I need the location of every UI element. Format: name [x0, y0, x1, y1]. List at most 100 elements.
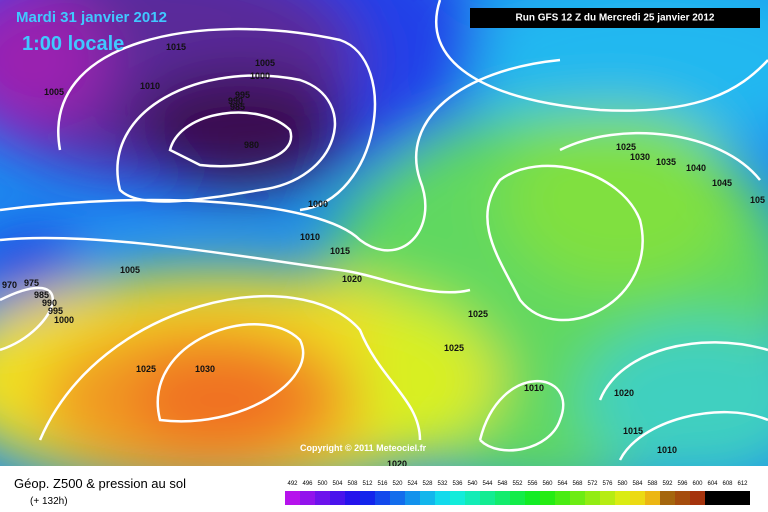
map-field: Copyright © 2011 Meteociel.fr 1015 1005 10…: [0, 0, 768, 469]
isobar-label: 1040: [686, 163, 706, 173]
scale-label: 588: [647, 481, 658, 487]
scale-swatch: [315, 491, 330, 505]
isobar-label: 1025: [468, 309, 488, 319]
scale-label: 528: [422, 481, 433, 487]
isobar-label: 1020: [342, 274, 362, 284]
scale-label: 532: [437, 481, 448, 487]
scale-swatch: [675, 491, 690, 505]
isobar-label: 1000: [54, 315, 74, 325]
scale-label: 540: [467, 481, 478, 487]
isobar-label: 990: [42, 298, 57, 308]
isobar-label: 1025: [444, 343, 464, 353]
scale-label: 552: [512, 481, 523, 487]
isobar-label: 980: [244, 140, 259, 150]
legend-title: Géop. Z500 & pression au sol: [14, 476, 186, 491]
isobar-label: 1010: [300, 232, 320, 242]
scale-swatch: [525, 491, 540, 505]
isobar-label: 995: [48, 306, 63, 316]
scale-label: 576: [602, 481, 613, 487]
isobar-label: 1005: [120, 265, 140, 275]
scale-label: 612: [737, 481, 748, 487]
scale-swatch: [690, 491, 705, 505]
scale-swatch: [570, 491, 585, 505]
scale-swatch: [600, 491, 615, 505]
scale-label: 516: [377, 481, 388, 487]
scale-swatch: [645, 491, 660, 505]
scale-label: 580: [617, 481, 628, 487]
isobar-label: 1005: [44, 87, 64, 97]
scale-swatch: [390, 491, 405, 505]
scale-label: 544: [482, 481, 493, 487]
scale-label: 508: [347, 481, 358, 487]
isobar-label: 1010: [657, 445, 677, 455]
isobar-label: 1045: [712, 178, 732, 188]
isobar-label: 1010: [140, 81, 160, 91]
scale-label: 512: [362, 481, 373, 487]
scale-label: 524: [407, 481, 418, 487]
scale-label: 536: [452, 481, 463, 487]
scale-swatch: [615, 491, 630, 505]
scale-label: 600: [692, 481, 703, 487]
lead-time: (+ 132h): [30, 496, 68, 507]
isobar-label: 1015: [166, 42, 186, 52]
scale-label: 556: [527, 481, 538, 487]
scale-label: 500: [317, 481, 328, 487]
isobar-label: 990: [228, 96, 243, 106]
scale-swatch: [465, 491, 480, 505]
scale-swatch: [375, 491, 390, 505]
scale-swatch: [510, 491, 525, 505]
scale-swatch: [420, 491, 435, 505]
scale-swatch: [435, 491, 450, 505]
scale-swatch: [660, 491, 675, 505]
scale-label: 548: [497, 481, 508, 487]
scale-swatch: [705, 491, 720, 505]
run-box: [470, 8, 760, 28]
scale-swatch: [330, 491, 345, 505]
scale-label: 492: [287, 481, 298, 487]
isobar-label: 975: [24, 278, 39, 288]
run-label: Run GFS 12 Z du Mercredi 25 janvier 2012: [516, 13, 715, 24]
scale-swatch: [555, 491, 570, 505]
scale-label: 564: [557, 481, 568, 487]
isobar-label: 1015: [330, 246, 350, 256]
scale-swatch: [585, 491, 600, 505]
isobar-label: 1030: [630, 152, 650, 162]
isobar-label: 105: [750, 195, 765, 205]
scale-swatch: [630, 491, 645, 505]
scale-swatch: [345, 491, 360, 505]
scale-swatch: [495, 491, 510, 505]
isobar-label: 1000: [250, 71, 270, 81]
scale-swatch: [735, 491, 750, 505]
isobar-label: 1020: [614, 388, 634, 398]
scale-label: 504: [332, 481, 343, 487]
isobar-label: 1025: [136, 364, 156, 374]
isobar-label: 1020: [387, 459, 407, 469]
isobar-label: 1035: [656, 157, 676, 167]
scale-label: 608: [722, 481, 733, 487]
scale-label: 572: [587, 481, 598, 487]
isobars: [0, 0, 768, 461]
isobar-label: 970: [2, 280, 17, 290]
scale-swatch: [285, 491, 300, 505]
scale-label: 520: [392, 481, 403, 487]
scale-swatch: [540, 491, 555, 505]
scale-swatch: [405, 491, 420, 505]
isobar-label: 985: [230, 102, 245, 112]
scale-swatch: [720, 491, 735, 505]
time-label: 1:00 locale: [22, 33, 124, 55]
isobar-label: 985: [34, 290, 49, 300]
scale-label: 584: [632, 481, 643, 487]
isobar-label: 1000: [308, 199, 328, 209]
scale-label: 604: [707, 481, 718, 487]
scale-swatch: [450, 491, 465, 505]
scale-label: 560: [542, 481, 553, 487]
isobar-label: 1025: [616, 142, 636, 152]
copyright: Copyright © 2011 Meteociel.fr: [300, 443, 427, 453]
isobar-label: 1015: [623, 426, 643, 436]
scale-label: 568: [572, 481, 583, 487]
scale-label: 496: [302, 481, 313, 487]
isobar-label: 1005: [255, 58, 275, 68]
scale-swatch: [360, 491, 375, 505]
scale-label: 592: [662, 481, 673, 487]
